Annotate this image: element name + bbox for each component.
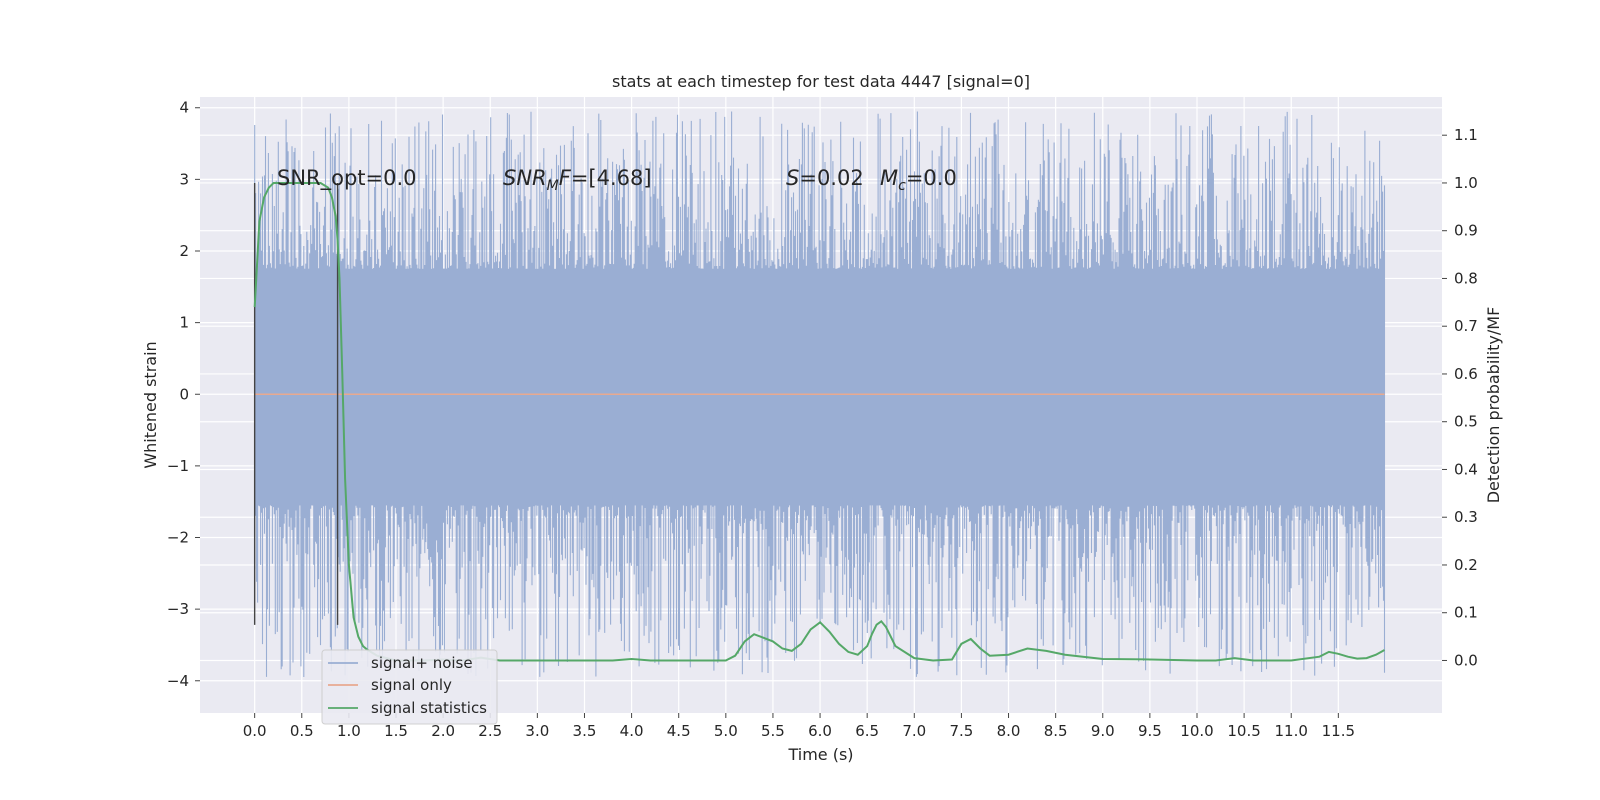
x-tick-label: 4.5 <box>667 722 691 740</box>
snr-mf-annotation: SNRMF=[4.68] <box>503 166 652 194</box>
y2-tick-label: 1.0 <box>1454 174 1478 192</box>
y-tick-label: −3 <box>167 600 189 618</box>
y2-axis-label: Detection probability/MF <box>1484 307 1503 504</box>
snr-mf-value: =[4.68] <box>571 166 652 190</box>
y-tick-label: −4 <box>167 672 189 690</box>
y2-tick-label: 0.7 <box>1454 317 1478 335</box>
y-tick-label: 0 <box>179 385 189 403</box>
s-label: S <box>786 166 799 190</box>
y-tick-label: 4 <box>179 99 189 117</box>
mc-value: =0.0 <box>906 166 957 190</box>
x-tick-label: 8.0 <box>997 722 1021 740</box>
s-value: =0.02 <box>799 166 863 190</box>
x-tick-label: 10.0 <box>1180 722 1213 740</box>
x-tick-label: 1.0 <box>337 722 361 740</box>
x-tick-label: 7.5 <box>949 722 973 740</box>
y-tick-labels: 4 3 2 1 0 −1 −2 −3 −4 <box>167 99 200 690</box>
legend-box <box>321 649 498 725</box>
x-tick-label: 11.0 <box>1275 722 1308 740</box>
x-tick-label: 3.5 <box>573 722 597 740</box>
y-axis-label: Whitened strain <box>141 341 160 468</box>
legend-label-signal-statistics: signal statistics <box>371 699 487 717</box>
snr-mf-suffix: F <box>559 166 572 190</box>
y2-tick-label: 0.5 <box>1454 413 1478 431</box>
y2-tick-label: 0.1 <box>1454 604 1478 622</box>
y2-tick-label: 1.1 <box>1454 126 1478 144</box>
snr-mf-subscript: M <box>547 178 559 194</box>
snr-mf-label: SNR <box>503 166 547 190</box>
x-tick-label: 2.5 <box>478 722 502 740</box>
y-tick-label: −1 <box>167 457 189 475</box>
y2-tick-label: 0.9 <box>1454 222 1478 240</box>
x-tick-label: 1.5 <box>384 722 408 740</box>
x-tick-label: 10.5 <box>1227 722 1260 740</box>
chart-title: stats at each timestep for test data 444… <box>612 72 1030 91</box>
x-tick-label: 9.0 <box>1091 722 1115 740</box>
y2-tick-label: 0.0 <box>1454 651 1478 669</box>
x-tick-label: 0.5 <box>290 722 314 740</box>
y2-tick-labels: 1.1 1.0 0.9 0.8 0.7 0.6 0.5 0.4 0.3 0.2 0.1 0.0 <box>1442 126 1478 669</box>
x-tick-label: 9.5 <box>1138 722 1162 740</box>
x-tick-label: 2.0 <box>431 722 455 740</box>
x-tick-label: 4.0 <box>620 722 644 740</box>
mc-annotation: Mc=0.0 <box>880 166 957 194</box>
x-tick-label: 0.0 <box>243 722 267 740</box>
x-tick-label: 6.0 <box>808 722 832 740</box>
legend: signal+ noise signal only signal statist… <box>321 649 498 725</box>
y2-tick-label: 0.2 <box>1454 556 1478 574</box>
y-tick-label: 3 <box>179 170 189 188</box>
x-tick-label: 8.5 <box>1044 722 1068 740</box>
x-tick-label: 11.5 <box>1322 722 1355 740</box>
x-tick-labels: 0.0 0.5 1.0 1.5 2.0 2.5 3.0 3.5 4.0 4.5 5.0 5.5 6.0 6… <box>243 713 1355 740</box>
signal-statistics-series <box>253 182 1385 662</box>
x-tick-label: 7.0 <box>902 722 926 740</box>
x-tick-label: 5.5 <box>761 722 785 740</box>
y2-tick-label: 0.3 <box>1454 508 1478 526</box>
signal-statistics-line <box>253 182 1385 662</box>
y-tick-label: 2 <box>179 242 189 260</box>
y-tick-label: −2 <box>167 529 189 547</box>
signal-plus-noise-series <box>254 111 1386 677</box>
x-tick-label: 3.0 <box>525 722 549 740</box>
y2-tick-label: 0.6 <box>1454 365 1478 383</box>
legend-label-signal-only: signal only <box>371 676 452 694</box>
y2-tick-label: 0.8 <box>1454 269 1478 287</box>
x-tick-label: 6.5 <box>855 722 879 740</box>
legend-label-signal-noise: signal+ noise <box>371 654 473 672</box>
mc-label: M <box>880 166 898 190</box>
mc-subscript: c <box>898 178 906 194</box>
snr-opt-annotation: SNR_opt=0.0 <box>277 166 417 191</box>
y2-tick-label: 0.4 <box>1454 460 1478 478</box>
x-tick-label: 5.0 <box>714 722 738 740</box>
x-axis-label: Time (s) <box>787 745 853 764</box>
y-tick-label: 1 <box>179 314 189 332</box>
s-annotation: S=0.02 <box>786 166 864 190</box>
